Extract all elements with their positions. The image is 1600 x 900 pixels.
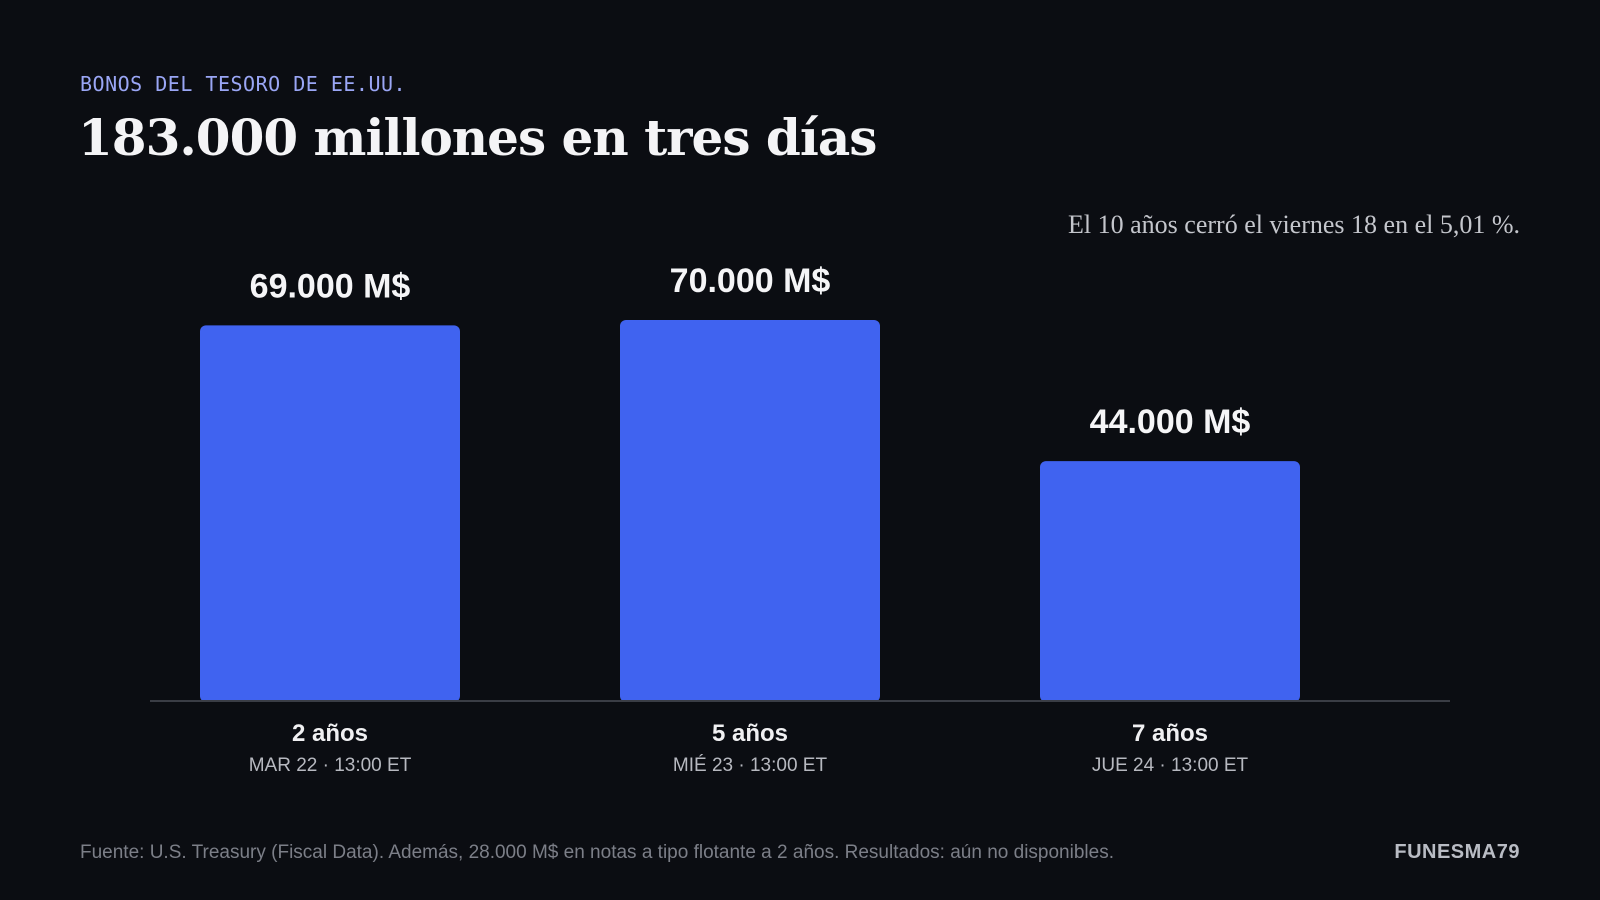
bar-value-label-1: 69.000 M$ xyxy=(250,267,411,305)
category-label-2: 5 años xyxy=(712,720,788,747)
category-date-label-1: MAR 22 · 13:00 ET xyxy=(249,755,412,776)
brand-signature: FUNESMA79 xyxy=(1394,841,1520,863)
annotation-note: El 10 años cerró el viernes 18 en el 5,0… xyxy=(1068,210,1520,239)
bar-1 xyxy=(200,325,460,702)
bar-value-label-3: 44.000 M$ xyxy=(1090,403,1251,441)
category-date-label-2: MIÉ 23 · 13:00 ET xyxy=(673,755,828,776)
bar-value-label-2: 70.000 M$ xyxy=(670,262,831,300)
bar-2 xyxy=(620,320,880,702)
category-label-3: 7 años xyxy=(1132,720,1208,747)
eyebrow-label: BONOS DEL TESORO DE EE.UU. xyxy=(80,72,407,96)
bar-3 xyxy=(1040,461,1300,702)
category-date-label-3: JUE 24 · 13:00 ET xyxy=(1092,755,1249,776)
source-note: Fuente: U.S. Treasury (Fiscal Data). Ade… xyxy=(80,842,1114,863)
category-label-1: 2 años xyxy=(292,720,368,747)
chart-title: 183.000 millones en tres días xyxy=(78,108,877,167)
